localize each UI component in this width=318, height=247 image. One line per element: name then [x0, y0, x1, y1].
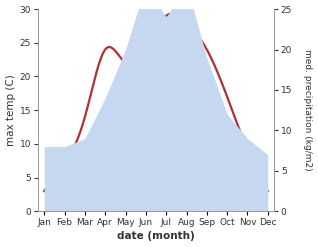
X-axis label: date (month): date (month): [117, 231, 195, 242]
Y-axis label: max temp (C): max temp (C): [5, 74, 16, 146]
Y-axis label: med. precipitation (kg/m2): med. precipitation (kg/m2): [303, 49, 313, 171]
